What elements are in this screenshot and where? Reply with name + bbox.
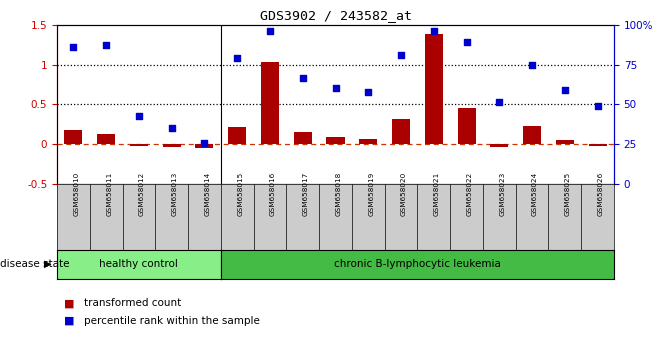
Text: healthy control: healthy control xyxy=(99,259,178,269)
Text: GSM658026: GSM658026 xyxy=(598,172,604,216)
Text: ▶: ▶ xyxy=(44,259,52,269)
Text: GSM658016: GSM658016 xyxy=(270,172,276,216)
Text: GDS3902 / 243582_at: GDS3902 / 243582_at xyxy=(260,9,411,22)
Text: GSM658018: GSM658018 xyxy=(336,172,342,216)
Text: chronic B-lymphocytic leukemia: chronic B-lymphocytic leukemia xyxy=(334,259,501,269)
Bar xyxy=(327,137,344,144)
Text: GSM658023: GSM658023 xyxy=(499,172,505,216)
Text: disease state: disease state xyxy=(0,259,70,269)
Text: GSM658014: GSM658014 xyxy=(205,172,211,216)
Bar xyxy=(195,144,213,148)
Bar xyxy=(359,139,377,144)
Point xyxy=(134,114,144,119)
Text: percentile rank within the sample: percentile rank within the sample xyxy=(84,316,260,326)
Text: GSM658011: GSM658011 xyxy=(106,172,112,216)
Point xyxy=(363,90,374,95)
Text: GSM658013: GSM658013 xyxy=(172,172,178,216)
Bar xyxy=(130,144,148,146)
Bar xyxy=(64,130,83,144)
Point xyxy=(101,42,111,47)
Bar xyxy=(556,140,574,144)
Point xyxy=(297,75,308,81)
Point xyxy=(527,62,537,67)
Bar xyxy=(162,144,180,147)
Text: GSM658025: GSM658025 xyxy=(565,172,571,216)
Bar xyxy=(228,127,246,144)
Point xyxy=(330,85,341,91)
Point xyxy=(396,52,407,58)
Text: ■: ■ xyxy=(64,316,74,326)
Point xyxy=(461,39,472,45)
Bar xyxy=(97,134,115,144)
Point xyxy=(166,125,177,131)
Bar xyxy=(588,144,607,146)
Text: GSM658020: GSM658020 xyxy=(401,172,407,216)
Point xyxy=(264,28,275,34)
Bar xyxy=(392,119,410,144)
Bar xyxy=(294,132,312,144)
Text: ■: ■ xyxy=(64,298,74,308)
Bar xyxy=(425,34,443,144)
Text: transformed count: transformed count xyxy=(84,298,181,308)
Text: GSM658024: GSM658024 xyxy=(532,172,538,216)
Bar xyxy=(458,108,476,144)
Point xyxy=(199,140,210,145)
Bar xyxy=(523,126,541,144)
Text: GSM658021: GSM658021 xyxy=(433,172,440,216)
Text: GSM658010: GSM658010 xyxy=(73,172,79,216)
Point xyxy=(592,103,603,109)
Text: GSM658012: GSM658012 xyxy=(139,172,145,216)
Bar xyxy=(261,62,279,144)
Point xyxy=(232,55,243,61)
Bar xyxy=(491,144,509,147)
Text: GSM658022: GSM658022 xyxy=(466,172,472,216)
Text: GSM658017: GSM658017 xyxy=(303,172,309,216)
Text: GSM658019: GSM658019 xyxy=(368,172,374,216)
Point xyxy=(494,99,505,105)
Point xyxy=(68,44,79,50)
Text: GSM658015: GSM658015 xyxy=(238,172,243,216)
Point xyxy=(560,87,570,93)
Point xyxy=(428,28,439,34)
